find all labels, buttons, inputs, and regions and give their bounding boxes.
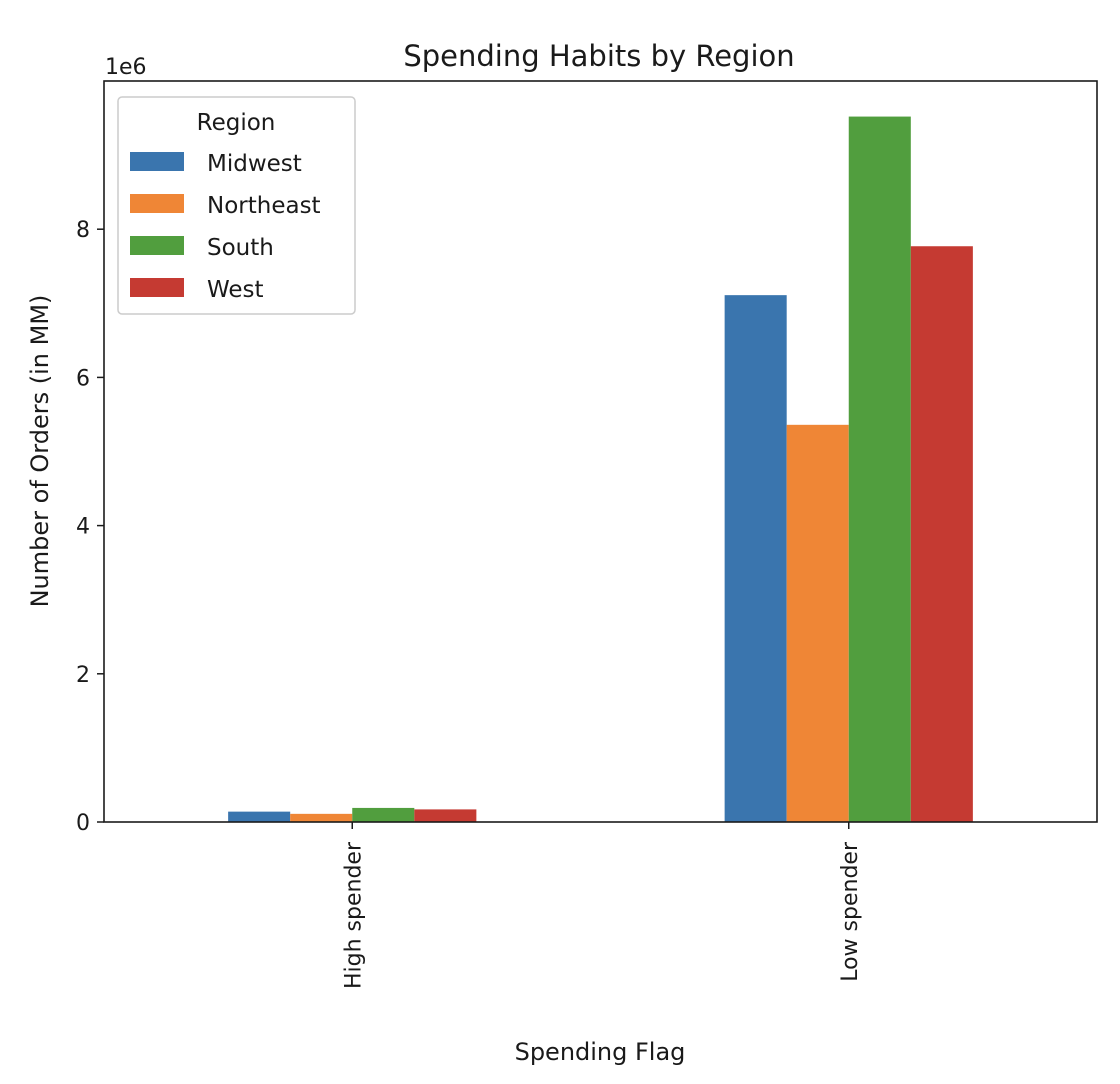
y-tick-label: 8 bbox=[76, 218, 90, 243]
y-tick-label: 2 bbox=[76, 663, 90, 688]
x-axis-label: Spending Flag bbox=[515, 1038, 686, 1066]
y-axis: 0 2 4 6 8 bbox=[76, 218, 104, 836]
bar-midwest-low-spender bbox=[724, 295, 787, 822]
y-tick-label: 4 bbox=[76, 515, 90, 540]
bar-west-high-spender bbox=[414, 809, 477, 822]
legend-items: Midwest Northeast South West bbox=[130, 151, 321, 303]
legend-swatch-south bbox=[130, 236, 184, 255]
x-tick-label: High spender bbox=[341, 841, 366, 989]
bar-midwest-high-spender bbox=[228, 811, 291, 822]
legend: Region Midwest Northeast South West bbox=[117, 96, 356, 315]
bars-layer bbox=[228, 116, 973, 823]
y-axis-label: Number of Orders (in MM) bbox=[26, 295, 54, 608]
legend-swatch-west bbox=[130, 278, 184, 297]
legend-box bbox=[117, 96, 356, 315]
y-axis-offset-label: 1e6 bbox=[105, 55, 147, 80]
bar-south-high-spender bbox=[352, 807, 415, 822]
legend-label-northeast: Northeast bbox=[207, 193, 321, 219]
legend-swatch-northeast bbox=[130, 194, 184, 213]
legend-label-south: South bbox=[207, 235, 274, 261]
x-axis: High spender Low spender bbox=[341, 822, 863, 989]
bar-west-low-spender bbox=[910, 246, 973, 823]
legend-title: Region bbox=[197, 110, 276, 136]
y-tick-label: 0 bbox=[76, 811, 90, 836]
legend-label-midwest: Midwest bbox=[207, 151, 302, 177]
bar-south-low-spender bbox=[848, 116, 911, 822]
plot-area-frame bbox=[103, 80, 1098, 823]
bar-northeast-low-spender bbox=[786, 424, 849, 822]
bar-northeast-high-spender bbox=[290, 813, 353, 822]
y-tick-label: 6 bbox=[76, 366, 90, 391]
legend-swatch-midwest bbox=[130, 152, 184, 171]
legend-label-west: West bbox=[207, 277, 264, 303]
chart-title: Spending Habits by Region bbox=[403, 39, 794, 73]
x-tick-label: Low spender bbox=[838, 841, 863, 982]
